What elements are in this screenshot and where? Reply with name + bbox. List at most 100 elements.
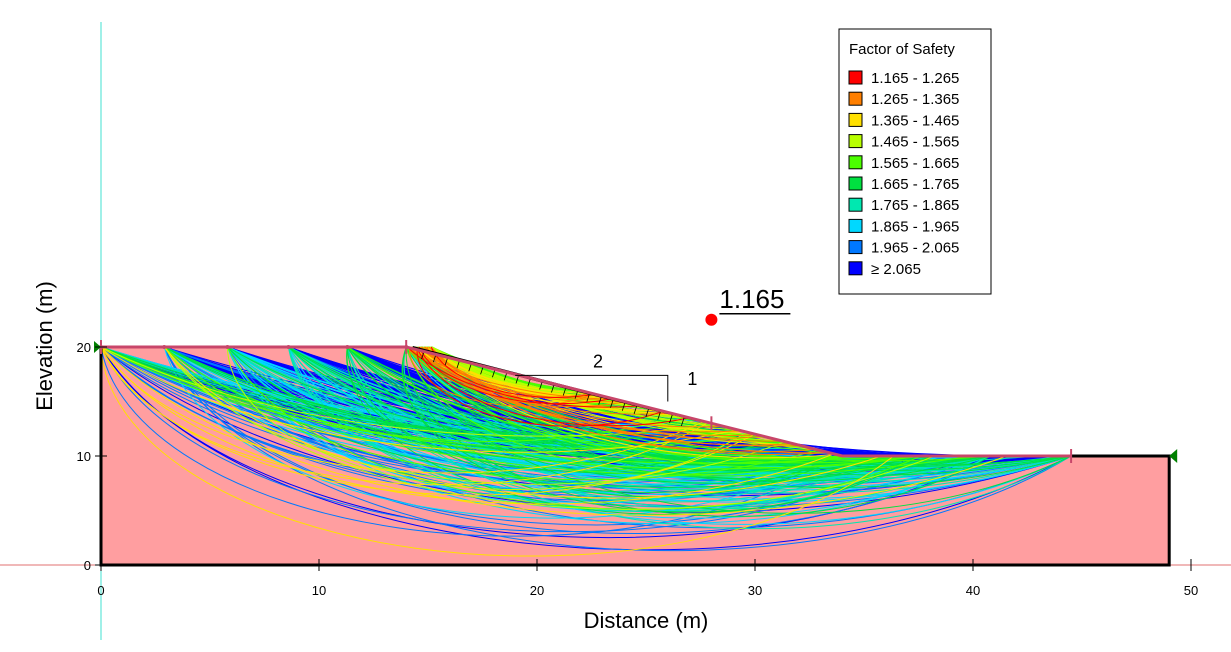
vertex-marker (225, 345, 230, 349)
legend-swatch (848, 240, 863, 255)
slip-surface (163, 346, 682, 442)
legend-swatch (848, 218, 863, 233)
slip-surface (100, 346, 1072, 551)
legend-item-label: 1.665 - 1.765 (871, 176, 959, 193)
slip-surface (163, 346, 819, 481)
y-axis-label: Elevation (m) (32, 281, 57, 411)
annotations: 2 1 1.165 (515, 284, 791, 402)
slip-surface (163, 346, 941, 466)
legend-swatch (848, 70, 863, 85)
slip-surface (424, 346, 783, 442)
x-tick-label: 40 (966, 583, 980, 598)
legend-item-label: ≥ 2.065 (871, 261, 921, 278)
legend-item-label: 1.365 - 1.465 (871, 112, 959, 129)
slip-surface (408, 346, 801, 447)
critical-center-marker (705, 313, 718, 326)
slip-surface (346, 346, 991, 510)
legend-box (838, 28, 992, 295)
legend-swatch (848, 197, 863, 212)
slip-surface (347, 346, 991, 464)
slip-surface (408, 346, 595, 407)
legend-swatch (848, 261, 863, 276)
x-tick-label: 50 (1184, 583, 1198, 598)
wedge-hatch (680, 416, 685, 427)
legend-item-label: 1.265 - 1.365 (871, 91, 959, 108)
slip-surface (100, 346, 738, 453)
slip-surface (346, 346, 1072, 494)
model-boundary (99, 347, 1171, 567)
critical-fos-label: 1.165 (719, 284, 784, 314)
slip-surface (163, 346, 935, 510)
slip-surface (405, 346, 1072, 514)
slip-surface (288, 346, 843, 501)
legend-item-label: 1.765 - 1.865 (871, 197, 959, 214)
slope-ratio-vertical: 1 (687, 369, 697, 389)
slope-profile (94, 340, 1178, 567)
slip-surface (100, 346, 835, 505)
slip-surface (419, 346, 682, 417)
slope-ratio-indicator (515, 374, 669, 402)
legend-swatch (848, 155, 863, 170)
slip-surface (405, 346, 684, 424)
slope-ratio-horizontal: 2 (593, 352, 603, 372)
slip-surface (416, 346, 664, 427)
x-tick-label: 20 (530, 583, 544, 598)
slip-surface (100, 346, 756, 496)
slip-surface (163, 346, 991, 535)
legend-item-label: 1.165 - 1.265 (871, 70, 959, 87)
y-tick-label: 20 (77, 340, 91, 355)
right-support-icon (1169, 449, 1178, 463)
legend-swatch (848, 91, 863, 106)
slip-surface (418, 346, 613, 405)
slip-surface (226, 346, 747, 491)
slip-surface (346, 346, 1072, 530)
slip-surface (405, 346, 843, 461)
slip-surface (402, 346, 917, 513)
legend-item-label: 1.865 - 1.965 (871, 218, 959, 235)
wedge-hatch (621, 401, 626, 411)
wedge-hatch (669, 413, 673, 424)
slip-surface (346, 346, 991, 489)
slip-surface (347, 346, 1072, 468)
wedge-hatch (645, 407, 650, 417)
slip-surface (405, 346, 991, 517)
slip-surface (423, 346, 816, 453)
slip-surface (430, 346, 596, 398)
vertex-marker (345, 345, 350, 349)
slip-surface (163, 346, 1072, 552)
legend-title: Factor of Safety (849, 41, 955, 58)
legend-swatch (848, 112, 863, 127)
legend-item-label: 1.965 - 2.065 (871, 240, 959, 257)
x-axis-label: Distance (m) (584, 608, 709, 633)
slip-surface (410, 346, 595, 395)
legend-swatch (848, 176, 863, 191)
slip-surface (346, 346, 750, 472)
slip-surface (419, 346, 613, 400)
slip-surface (163, 346, 843, 519)
slip-surface (163, 346, 882, 499)
legend-item-label: 1.565 - 1.665 (871, 155, 959, 172)
y-tick-label: 10 (77, 449, 91, 464)
x-tick-label: 0 (97, 583, 104, 598)
slip-surface (100, 346, 894, 557)
y-tick-label: 0 (84, 558, 91, 573)
legend: Factor of Safety 1.165 - 1.265 1.265 - 1.3… (838, 28, 992, 295)
x-tick-label: 10 (312, 583, 326, 598)
slip-surface (100, 346, 1007, 516)
slip-surface (100, 346, 917, 533)
slip-surface (406, 346, 642, 408)
legend-swatch (848, 134, 863, 149)
axes: 0 10 20 30 40 50 0 10 20 (77, 340, 1199, 598)
vertex-marker (162, 345, 167, 349)
slip-surface (100, 346, 716, 437)
slip-surfaces (100, 346, 1072, 557)
legend-item-label: 1.465 - 1.565 (871, 134, 959, 151)
slip-surface (416, 346, 690, 427)
wedge-hatch (657, 410, 662, 421)
slip-surface (100, 346, 705, 474)
vertex-marker (286, 345, 291, 349)
slip-surface (405, 346, 843, 475)
wedge-hatch (633, 404, 638, 414)
slip-surface (163, 346, 785, 485)
